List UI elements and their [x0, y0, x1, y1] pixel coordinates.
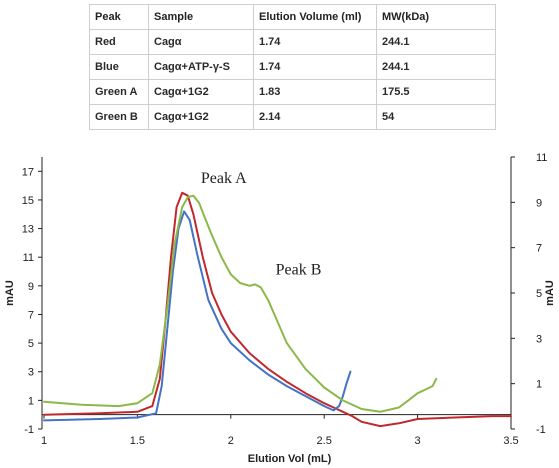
series-line-2: [43, 194, 438, 413]
y-tick-label: 17: [22, 166, 34, 178]
x-tick-label: 1: [41, 435, 47, 447]
y-tick-label: 13: [22, 224, 34, 236]
chart-labels: Elution Vol (mL) mAU mAU Peak A Peak B: [4, 170, 556, 465]
results-table: Peak Sample Elution Volume (ml) MW(kDa) …: [89, 4, 496, 130]
x-tick-label: 2: [228, 435, 234, 447]
cell-sample: Cagα+ATP-γ-S: [148, 54, 254, 80]
y2-tick-label: 9: [536, 197, 542, 209]
cell-sample: Cagα+1G2: [148, 79, 254, 105]
table-row: Blue Cagα+ATP-γ-S 1.74 244.1: [89, 54, 496, 80]
y-tick-label: 9: [28, 281, 34, 293]
table-row: Green B Cagα+1G2 2.14 54: [89, 104, 496, 130]
x-tick-label: 3.5: [503, 435, 518, 447]
y-tick-label: 11: [23, 252, 34, 264]
y2-tick-label: 1: [536, 379, 542, 391]
cell-mw: 244.1: [376, 54, 496, 80]
cell-elution-volume: 1.74: [253, 29, 377, 55]
y2-tick-label: 3: [536, 333, 542, 345]
header-peak: Peak: [89, 4, 149, 30]
y-tick-label: -1: [24, 424, 34, 436]
x-tick-label: 1.5: [130, 435, 145, 447]
cell-mw: 244.1: [376, 29, 496, 55]
cell-mw: 54: [376, 104, 496, 130]
x-tick-label: 3: [415, 435, 421, 447]
peak-annotation: Peak A: [201, 170, 247, 187]
cell-elution-volume: 1.74: [253, 54, 377, 80]
cell-sample: Cagα+1G2: [148, 104, 254, 130]
series-line-0: [43, 191, 512, 428]
y-tick-label: 3: [28, 367, 34, 379]
x-tick-label: 2.5: [317, 435, 332, 447]
y2-tick-label: 5: [536, 288, 542, 300]
peak-annotation: Peak B: [276, 261, 322, 278]
y-tick-label: 15: [22, 195, 34, 207]
y2-axis-label: mAU: [544, 280, 556, 306]
y-tick-label: 5: [28, 338, 34, 350]
y-tick-label: 1: [28, 395, 34, 407]
cell-elution-volume: 2.14: [253, 104, 377, 130]
y2-tick-label: 7: [536, 243, 542, 255]
y-tick-label: 7: [28, 309, 34, 321]
cell-mw: 175.5: [376, 79, 496, 105]
y-axis-label: mAU: [4, 280, 16, 306]
header-mw: MW(kDa): [376, 4, 496, 30]
x-axis-label: Elution Vol (mL): [248, 453, 332, 465]
cell-elution-volume: 1.83: [253, 79, 377, 105]
y2-tick-label: -1: [536, 424, 546, 436]
table-row: Red Cagα 1.74 244.1: [89, 29, 496, 55]
series-line-1: [43, 210, 352, 422]
cell-peak: Blue: [89, 54, 149, 80]
chart-series-group: [43, 191, 512, 428]
table-row: Green A Cagα+1G2 1.83 175.5: [89, 79, 496, 105]
table-header-row: Peak Sample Elution Volume (ml) MW(kDa): [89, 4, 496, 30]
cell-peak: Green B: [89, 104, 149, 130]
y2-tick-label: 11: [536, 152, 547, 164]
header-sample: Sample: [148, 4, 254, 30]
